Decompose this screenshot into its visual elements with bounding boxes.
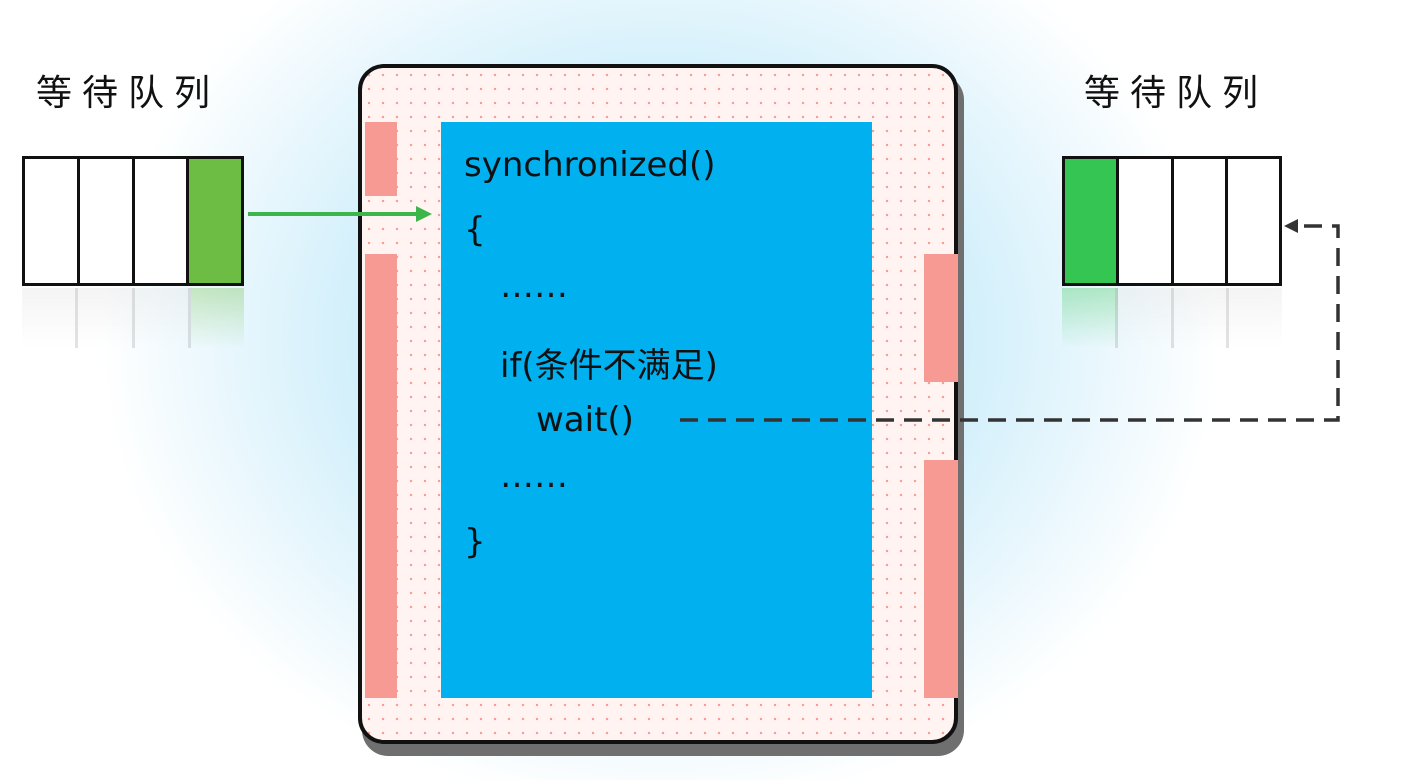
left-queue-slot bbox=[80, 159, 135, 283]
code-line-wait: wait() bbox=[536, 400, 634, 440]
enter-arrow bbox=[248, 206, 432, 222]
right-queue-reflection bbox=[1062, 288, 1282, 348]
right-pink-bar-bottom bbox=[924, 460, 958, 698]
left-queue-slot-active bbox=[189, 159, 241, 283]
left-queue-slot bbox=[25, 159, 80, 283]
right-queue-slot bbox=[1174, 159, 1228, 283]
left-queue-slot bbox=[135, 159, 190, 283]
code-line-if-condition: if(条件不满足) bbox=[500, 346, 718, 386]
code-line-open-brace: { bbox=[464, 210, 486, 250]
wait-arrow bbox=[680, 219, 1340, 422]
right-queue-slot bbox=[1119, 159, 1174, 283]
code-panel bbox=[441, 122, 872, 698]
code-line-synchronized: synchronized() bbox=[464, 145, 716, 185]
code-line-ellipsis-1: …… bbox=[500, 266, 568, 306]
code-line-close-brace: } bbox=[464, 522, 486, 562]
left-queue-reflection bbox=[22, 288, 244, 348]
code-line-ellipsis-2: …… bbox=[500, 456, 568, 496]
left-pink-bar-top bbox=[365, 122, 397, 196]
left-waiting-queue bbox=[22, 156, 244, 286]
right-queue-slot-active bbox=[1065, 159, 1120, 283]
right-pink-bar-top bbox=[924, 254, 958, 382]
left-pink-bar-bottom bbox=[365, 254, 397, 698]
right-queue-title: 等待队列 bbox=[1084, 73, 1269, 114]
right-waiting-queue bbox=[1062, 156, 1282, 286]
left-queue-title: 等待队列 bbox=[36, 73, 221, 114]
